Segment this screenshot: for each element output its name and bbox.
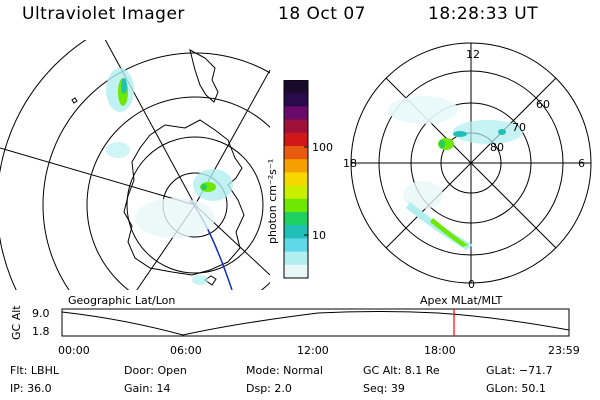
filter-info: Flt: LBHL	[10, 364, 59, 377]
colorbar-swatch	[284, 106, 308, 121]
colorbar-swatch	[284, 185, 308, 200]
colorbar-swatch	[284, 198, 308, 213]
colorbar-tick-10: 10	[312, 229, 326, 242]
dsp-info: Dsp: 2.0	[246, 382, 292, 395]
gain-info: Gain: 14	[124, 382, 171, 395]
colorbar-swatch	[284, 80, 308, 94]
colorbar-swatch	[284, 264, 308, 279]
seq-info: Seq: 39	[363, 382, 405, 395]
altitude-xtick-0000: 00:00	[58, 344, 90, 357]
colorbar-tick-100: 100	[312, 141, 333, 154]
altitude-xtick-1800: 18:00	[424, 344, 456, 357]
mlat-label-80: 80	[490, 141, 504, 154]
instrument-title: Ultraviolet Imager	[22, 4, 185, 24]
colorbar-swatch	[284, 238, 308, 253]
mode-info: Mode: Normal	[246, 364, 323, 377]
polar-map-title: Apex MLat/MLT	[420, 294, 503, 307]
gc-alt-info: GC Alt: 8.1 Re	[363, 364, 440, 377]
altitude-xtick-1200: 12:00	[297, 344, 329, 357]
altitude-plot	[61, 308, 570, 337]
geographic-map-title: Geographic Lat/Lon	[68, 294, 176, 307]
ip-info: IP: 36.0	[10, 382, 52, 395]
mlat-label-60: 60	[536, 98, 550, 111]
colorbar	[283, 80, 309, 279]
colorbar-swatch	[284, 146, 308, 160]
altitude-xtick-2359: 23:59	[548, 344, 580, 357]
mlt-label-12: 12	[466, 48, 480, 61]
door-info: Door: Open	[124, 364, 187, 377]
time-label: 18:28:33 UT	[428, 4, 539, 24]
glon-info: GLon: 50.1	[486, 382, 546, 395]
colorbar-swatch	[284, 132, 308, 147]
mlt-label-0: 0	[468, 278, 475, 291]
geographic-map	[0, 40, 270, 290]
glat-info: GLat: −71.7	[486, 364, 553, 377]
polar-mlt-map	[350, 42, 592, 284]
colorbar-swatch	[284, 212, 308, 226]
altitude-ytick-1: 1.8	[32, 325, 50, 338]
mlat-label-70: 70	[512, 121, 526, 134]
colorbar-swatch	[284, 251, 308, 266]
altitude-ytick-9: 9.0	[32, 307, 50, 320]
colorbar-swatch	[284, 119, 308, 134]
colorbar-swatch	[284, 159, 308, 173]
altitude-xtick-0600: 06:00	[170, 344, 202, 357]
colorbar-swatch	[284, 93, 308, 107]
colorbar-swatch	[284, 172, 308, 187]
colorbar-swatch	[284, 225, 308, 239]
colorbar-unit-label: photon cm⁻²s⁻¹	[266, 158, 279, 244]
altitude-ylabel: GC Alt	[10, 305, 23, 340]
mlt-label-18: 18	[343, 157, 357, 170]
mlt-label-6: 6	[578, 157, 585, 170]
date-label: 18 Oct 07	[278, 4, 366, 24]
